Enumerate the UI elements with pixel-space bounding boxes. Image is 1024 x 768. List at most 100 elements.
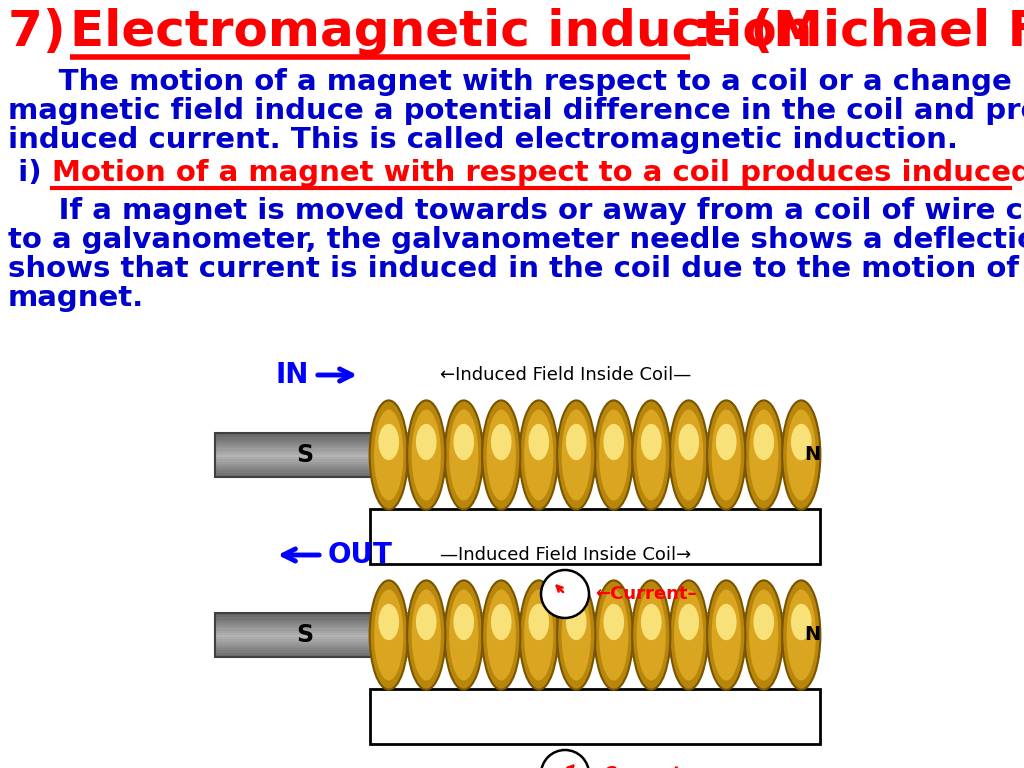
Ellipse shape [557, 400, 595, 510]
Bar [370, 640, 820, 642]
Bar [215, 464, 395, 466]
Ellipse shape [528, 424, 549, 460]
Text: Electromagnetic induction: Electromagnetic induction [70, 8, 812, 56]
Ellipse shape [754, 604, 774, 641]
Text: The motion of a magnet with respect to a coil or a change in the: The motion of a magnet with respect to a… [8, 68, 1024, 96]
Bar [370, 644, 820, 647]
Bar [215, 635, 395, 637]
Bar [370, 476, 820, 478]
Bar [215, 462, 395, 464]
Bar [215, 655, 395, 657]
Bar [215, 628, 395, 631]
Bar [215, 644, 395, 646]
Bar [370, 448, 820, 450]
Bar [215, 637, 395, 640]
Bar [215, 433, 395, 477]
Ellipse shape [716, 424, 736, 460]
Circle shape [541, 570, 589, 618]
Bar [215, 468, 395, 470]
Ellipse shape [454, 604, 474, 641]
Ellipse shape [679, 424, 699, 460]
Bar [215, 641, 395, 644]
Ellipse shape [791, 424, 812, 460]
Ellipse shape [486, 409, 516, 501]
Bar [370, 434, 820, 436]
Ellipse shape [716, 604, 736, 641]
Ellipse shape [482, 400, 520, 510]
Bar [370, 469, 820, 472]
Ellipse shape [599, 590, 629, 680]
Bar [215, 631, 395, 633]
Bar [215, 435, 395, 438]
Text: induced current. This is called electromagnetic induction.: induced current. This is called electrom… [8, 126, 958, 154]
Ellipse shape [670, 400, 708, 510]
Bar [215, 446, 395, 449]
Bar [215, 439, 395, 442]
Text: magnet.: magnet. [8, 284, 144, 312]
Ellipse shape [786, 590, 816, 680]
Ellipse shape [486, 590, 516, 680]
Ellipse shape [408, 581, 445, 690]
Ellipse shape [379, 604, 399, 641]
Bar [215, 442, 395, 444]
Bar [215, 648, 395, 650]
Ellipse shape [557, 581, 595, 690]
Bar [215, 640, 395, 641]
Text: i): i) [8, 159, 52, 187]
Bar [370, 635, 820, 637]
Bar [215, 650, 395, 653]
Bar [370, 439, 820, 441]
Bar [370, 474, 820, 476]
Text: to a galvanometer, the galvanometer needle shows a deflection. This: to a galvanometer, the galvanometer need… [8, 226, 1024, 254]
Ellipse shape [412, 590, 441, 680]
Bar [370, 642, 820, 644]
Text: S: S [296, 623, 313, 647]
Ellipse shape [370, 400, 408, 510]
Ellipse shape [561, 409, 591, 501]
Bar [215, 615, 395, 617]
Text: N: N [804, 445, 820, 465]
Bar [215, 459, 395, 462]
Ellipse shape [641, 424, 662, 460]
Bar [370, 509, 820, 564]
Bar [370, 462, 820, 465]
Ellipse shape [566, 424, 587, 460]
Bar [370, 611, 820, 614]
Bar [215, 453, 395, 455]
Bar [370, 618, 820, 621]
Ellipse shape [370, 581, 408, 690]
Ellipse shape [712, 590, 741, 680]
Bar [370, 628, 820, 631]
Bar [370, 651, 820, 654]
Bar [215, 444, 395, 446]
Ellipse shape [450, 590, 478, 680]
Text: —Induced Field Inside Coil→: —Induced Field Inside Coil→ [440, 546, 691, 564]
Bar [370, 654, 820, 656]
Bar [215, 620, 395, 622]
Ellipse shape [712, 409, 741, 501]
Ellipse shape [750, 409, 778, 501]
Ellipse shape [641, 604, 662, 641]
Bar [370, 460, 820, 462]
Ellipse shape [519, 400, 558, 510]
Bar [370, 633, 820, 635]
Ellipse shape [599, 409, 629, 501]
Bar [370, 637, 820, 640]
Ellipse shape [670, 581, 708, 690]
Bar [215, 613, 395, 615]
Ellipse shape [782, 581, 820, 690]
Ellipse shape [744, 581, 783, 690]
Bar [215, 653, 395, 655]
Ellipse shape [637, 590, 666, 680]
Ellipse shape [528, 604, 549, 641]
Bar [215, 470, 395, 472]
Ellipse shape [444, 581, 483, 690]
Bar [215, 433, 395, 435]
Ellipse shape [637, 409, 666, 501]
Bar [215, 438, 395, 439]
Bar [370, 616, 820, 618]
Text: If a magnet is moved towards or away from a coil of wire connected: If a magnet is moved towards or away fro… [8, 197, 1024, 225]
Bar [370, 621, 820, 624]
Bar [215, 475, 395, 477]
Text: ←Current–: ←Current– [595, 585, 696, 603]
